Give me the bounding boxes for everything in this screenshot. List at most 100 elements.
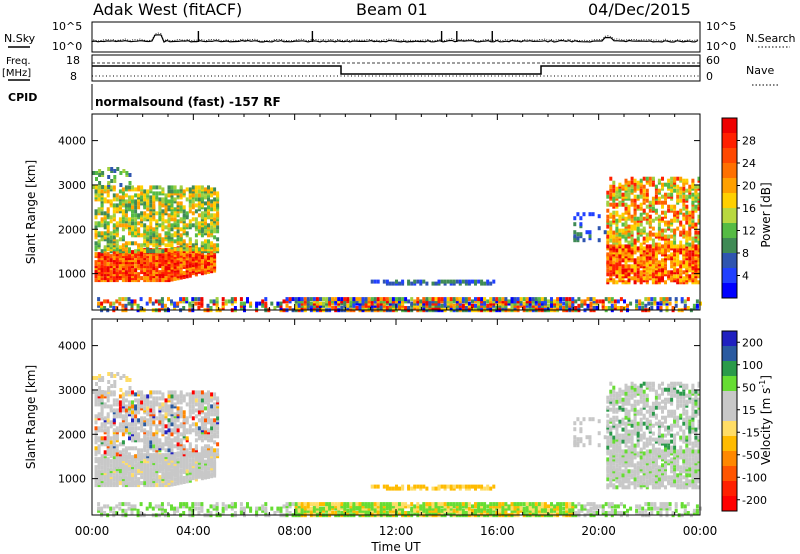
velocity-cell: [170, 404, 174, 409]
power-cell: [119, 171, 123, 175]
velocity-cell: [194, 414, 198, 419]
power-cell: [661, 232, 664, 237]
power-cell: [682, 186, 686, 191]
velocity-cell: [204, 418, 207, 423]
power-cell: [188, 199, 192, 204]
power-cell: [670, 252, 674, 257]
velocity-cell: [106, 442, 110, 447]
power-cell: [197, 301, 201, 306]
power-cell: [115, 306, 119, 310]
power-cell: [146, 189, 150, 194]
power-cell: [428, 297, 432, 302]
power-cell: [185, 223, 189, 228]
power-colorbar-tick-label: 16: [742, 202, 756, 215]
power-cell: [239, 297, 243, 302]
velocity-cell: [194, 426, 198, 431]
power-cell: [610, 303, 614, 308]
power-cell: [477, 301, 481, 306]
power-cell: [642, 246, 646, 251]
power-cell: [638, 299, 642, 304]
power-cell: [137, 185, 141, 190]
velocity-cell: [612, 439, 616, 444]
velocity-cell: [97, 481, 101, 486]
power-cell: [164, 219, 168, 224]
velocity-cell: [155, 390, 159, 395]
power-cell: [452, 303, 456, 308]
power-cell: [170, 277, 174, 282]
velocity-cell: [621, 457, 625, 462]
power-cell: [603, 230, 607, 235]
power-cell: [661, 182, 664, 187]
power-cell: [197, 213, 201, 218]
velocity-cell: [667, 475, 671, 480]
power-cell: [618, 240, 622, 245]
velocity-cell: [194, 394, 198, 399]
velocity-cell: [618, 465, 622, 470]
power-cell: [624, 244, 628, 249]
power-cell: [133, 299, 137, 304]
velocity-cell: [137, 469, 141, 474]
power-cell: [613, 306, 617, 310]
power-cell: [474, 306, 477, 310]
velocity-cell: [140, 396, 144, 401]
power-cell: [688, 246, 692, 251]
power-cell: [163, 303, 167, 308]
velocity-cell: [110, 372, 114, 376]
velocity-cell: [158, 428, 162, 433]
velocity-cell: [210, 472, 214, 477]
power-cell: [650, 301, 654, 306]
velocity-cell: [173, 481, 177, 486]
power-cell: [243, 301, 246, 306]
power-cell: [188, 203, 192, 208]
velocity-cell: [158, 416, 162, 421]
velocity-cell: [216, 434, 220, 439]
power-cell: [685, 238, 689, 243]
power-cell: [624, 268, 628, 273]
power-cell: [670, 240, 674, 245]
power-cell: [661, 200, 664, 205]
power-cell: [606, 272, 610, 277]
velocity-cell: [125, 376, 129, 380]
power-cell: [568, 301, 572, 306]
power-cell: [651, 226, 655, 231]
power-cell: [115, 299, 119, 304]
power-cell: [361, 297, 365, 302]
power-cell: [615, 262, 619, 267]
power-cell: [137, 221, 141, 226]
velocity-cell: [100, 469, 104, 474]
velocity-cell: [685, 465, 689, 470]
power-cell: [516, 297, 520, 302]
power-cell: [97, 303, 101, 308]
power-cell: [152, 185, 156, 190]
velocity-cell: [134, 410, 138, 415]
velocity-cell: [121, 400, 125, 405]
velocity-cell: [131, 400, 134, 405]
velocity-cell: [137, 390, 141, 395]
power-cell: [109, 199, 113, 204]
power-cell: [629, 301, 633, 306]
power-cell: [94, 225, 98, 230]
power-cell: [118, 217, 122, 222]
beam-title: Beam 01: [356, 0, 428, 19]
power-cell: [191, 211, 195, 216]
power-cell: [630, 180, 634, 185]
velocity-cell: [170, 468, 174, 473]
velocity-cell: [621, 469, 625, 474]
velocity-cell: [179, 398, 183, 403]
power-cell: [495, 306, 499, 310]
power-cell: [337, 297, 341, 302]
power-cell: [647, 297, 651, 302]
velocity-cell: [609, 407, 613, 412]
power-cell: [346, 297, 350, 302]
power-cell: [443, 279, 447, 284]
power-cell: [413, 279, 417, 284]
power-cell: [673, 248, 677, 253]
velocity-cell: [648, 461, 652, 466]
power-cell: [349, 297, 353, 302]
velocity-cell: [621, 473, 625, 478]
velocity-cell: [612, 389, 616, 394]
power-cell: [352, 299, 356, 304]
power-cell: [464, 306, 468, 310]
velocity-cell: [134, 479, 138, 484]
power-cell: [97, 231, 101, 236]
